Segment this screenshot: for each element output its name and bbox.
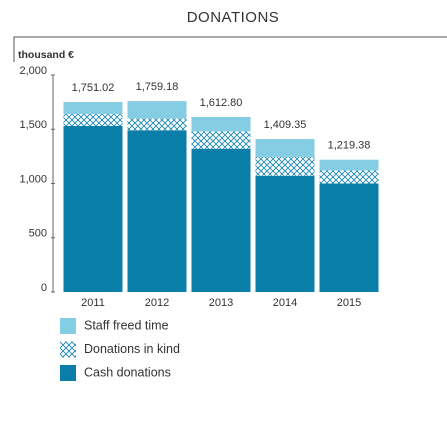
- legend-label: Staff freed time: [84, 318, 169, 332]
- bar-segment: [255, 139, 315, 157]
- bar-segment: [63, 102, 123, 115]
- legend-label: Cash donations: [84, 365, 171, 379]
- legend-swatch: [60, 318, 76, 334]
- bar-segment: [191, 148, 251, 292]
- y-tick-label: 1,000: [19, 173, 47, 185]
- bar-segment: [319, 170, 379, 184]
- bar-segment: [191, 131, 251, 149]
- total-label: 1,759.18: [136, 81, 179, 93]
- frame: [13, 36, 447, 62]
- total-label: 1,219.38: [328, 140, 371, 152]
- x-tick-label: 2015: [337, 297, 361, 309]
- total-label: 1,612.80: [200, 97, 243, 109]
- y-tick-label: 2,000: [19, 65, 47, 77]
- chart-title: DONATIONS: [187, 9, 280, 26]
- bar-segment: [63, 114, 123, 126]
- bar-segment: [127, 130, 187, 292]
- y-tick-label: 0: [41, 282, 47, 294]
- y-axis-label: thousand €: [18, 49, 74, 61]
- x-tick-label: 2011: [81, 297, 105, 309]
- x-tick-label: 2013: [209, 297, 233, 309]
- bar-segment: [255, 156, 315, 176]
- bar-segment: [255, 175, 315, 292]
- x-tick-label: 2012: [145, 297, 169, 309]
- bar-segment: [127, 101, 187, 119]
- bar-segment: [319, 183, 379, 292]
- x-tick-label: 2014: [273, 297, 297, 309]
- y-tick-label: 500: [29, 228, 47, 240]
- total-label: 1,409.35: [264, 119, 307, 131]
- total-label: 1,751.02: [72, 82, 115, 94]
- bar-segment: [191, 117, 251, 132]
- bar-segment: [63, 125, 123, 293]
- legend-swatch: [60, 365, 76, 381]
- bar-segment: [127, 118, 187, 131]
- y-tick-label: 1,500: [19, 119, 47, 131]
- bar-segment: [319, 159, 379, 171]
- legend-label: Donations in kind: [84, 342, 180, 356]
- legend-swatch: [60, 341, 76, 358]
